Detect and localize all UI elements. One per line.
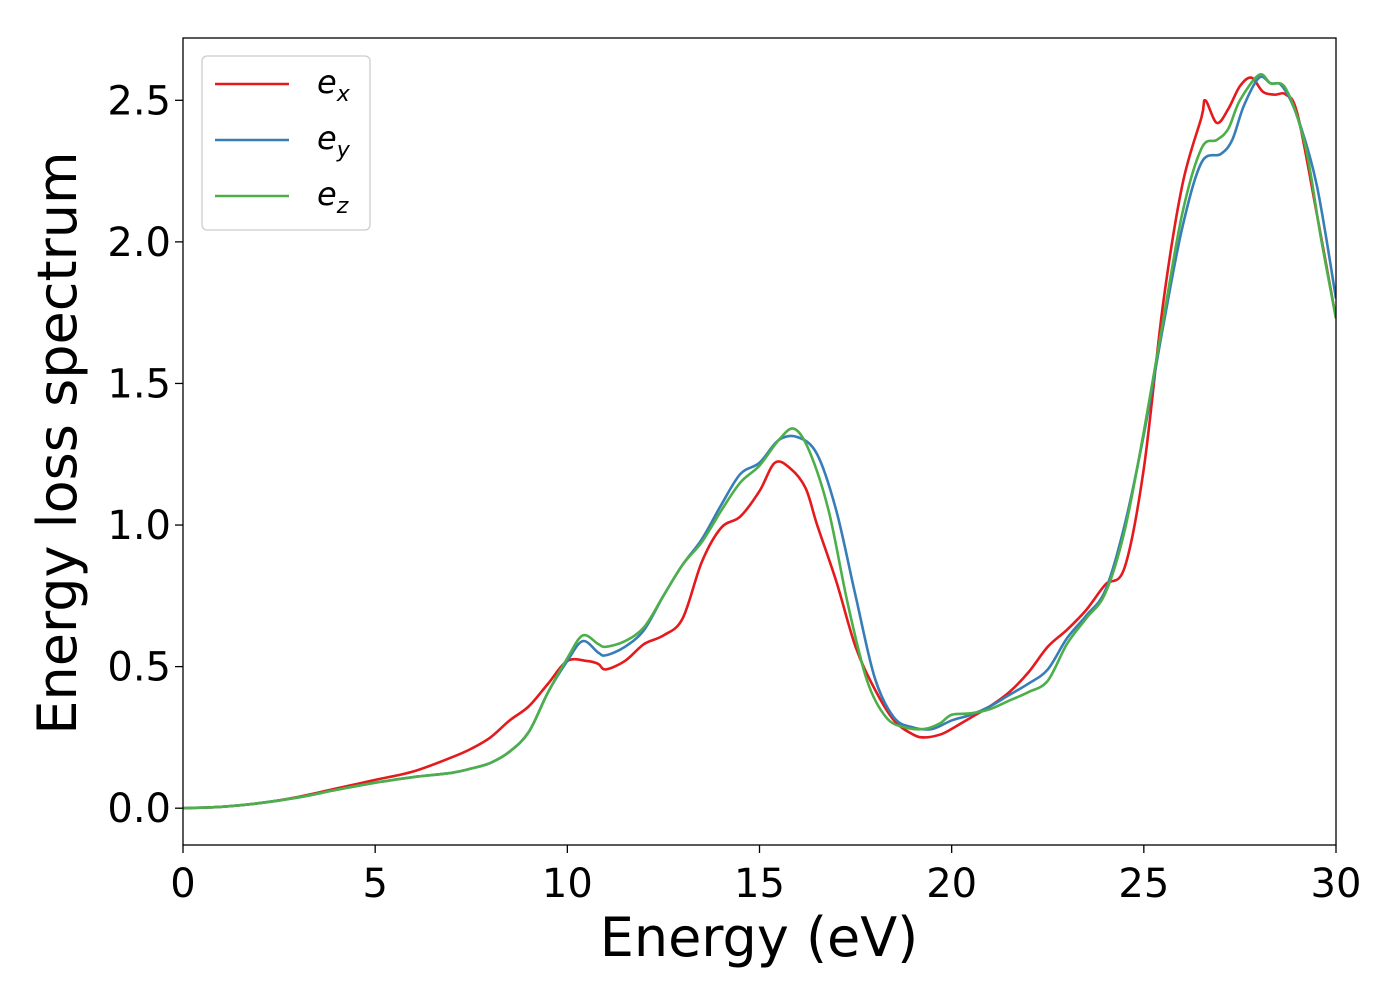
y-tick-label: 2.0 [107,220,171,266]
legend: ex ey ez [201,55,371,231]
x-tick-label: 10 [542,861,593,907]
y-tick-label: 2.5 [107,78,171,124]
y-tick-label: 1.5 [107,361,171,407]
x-tick-label: 25 [1118,861,1169,907]
series-layer [183,72,1336,810]
y-tick-label: 1.0 [107,503,171,549]
legend-label-e-x: ex [317,63,351,107]
x-tick-label: 20 [926,861,977,907]
legend-label-e-z: ez [317,175,349,219]
y-tick-label: 0.0 [107,786,171,832]
series-line-e-z [183,72,1336,810]
y-axis-title: Energy loss spectrum [26,151,89,734]
x-axis: 0 5 10 15 20 25 30 [170,845,1361,907]
y-tick-label: 0.5 [107,645,171,691]
legend-label-e-y: ey [317,119,351,163]
series-line-e-x [183,76,1336,810]
y-axis: 0.0 0.5 1.0 1.5 2.0 2.5 [107,78,183,832]
x-tick-label: 0 [170,861,195,907]
x-axis-title: Energy (eV) [600,906,919,969]
x-tick-label: 15 [734,861,785,907]
legend-box [201,55,371,231]
x-tick-label: 30 [1311,861,1362,907]
x-tick-label: 5 [362,861,387,907]
legend-items: ex ey ez [215,63,351,219]
